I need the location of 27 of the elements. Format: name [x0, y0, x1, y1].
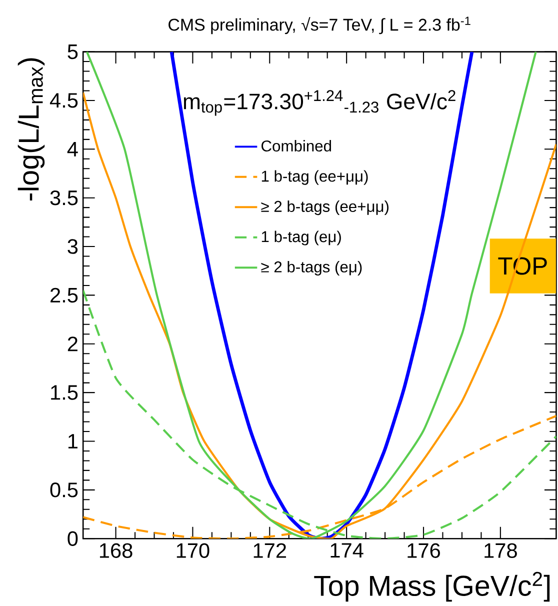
x-axis-title: Top Mass [GeV/c$^{2}$]	[314, 572, 550, 602]
legend-label: ≥ 2 b-tags (ee+μμ)	[261, 200, 388, 216]
y-tick-label: 2.5	[50, 288, 78, 303]
y-tick-label: 0.5	[50, 482, 78, 498]
x-tick-label: 170	[176, 543, 210, 558]
y-tick-label: 0	[68, 531, 78, 546]
y-tick-label: 1	[68, 434, 78, 448]
y-tick-label: 4.5	[50, 93, 78, 108]
x-tick-label: 174	[330, 543, 364, 558]
y-tick-label: 1.5	[51, 385, 78, 400]
x-tick-label: 178	[484, 543, 517, 558]
annotation: TOP	[498, 257, 547, 275]
y-tick-label: 3.5	[50, 190, 78, 206]
legend-label: 1 b-tag (ee+μμ)	[262, 170, 368, 185]
x-tick-label: 176	[408, 543, 440, 558]
chart-title: CMS preliminary, √s=7 TeV, ∫ L = 2.3 fb$^{-1}$	[168, 16, 470, 34]
y-axis-title: -log(L/L$_{max}$)	[18, 58, 45, 200]
x-tick-label: 172	[254, 543, 286, 558]
legend-label: ≥ 2 b-tags (eμ)	[261, 260, 362, 276]
annotation: m$_{top}$=173.30$^{+1.24}$$_{-1.23}$ GeV/c$^{2}$	[184, 90, 456, 116]
y-tick-label: 4	[67, 142, 78, 156]
y-tick-label: 5	[68, 44, 78, 60]
legend-label: Combined	[261, 140, 331, 152]
x-tick-label: 168	[100, 543, 132, 558]
y-tick-label: 2	[68, 336, 78, 352]
legend-label: 1 b-tag (eμ)	[262, 230, 341, 246]
y-tick-label: 3	[68, 239, 78, 254]
